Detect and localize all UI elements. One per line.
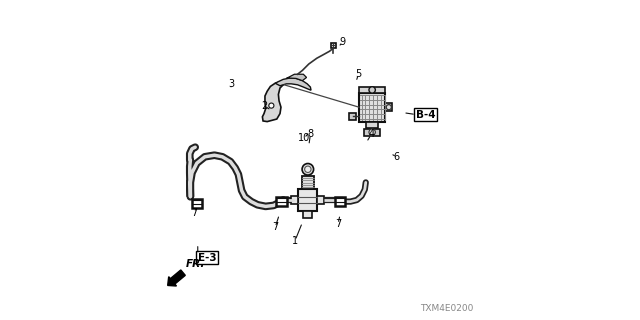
FancyBboxPatch shape [349,113,356,120]
Circle shape [305,166,311,172]
Circle shape [269,103,274,108]
FancyBboxPatch shape [359,93,385,122]
Text: 7: 7 [191,208,198,218]
Text: TXM4E0200: TXM4E0200 [420,304,474,313]
Circle shape [369,87,375,93]
Text: FR.: FR. [186,260,205,269]
FancyBboxPatch shape [291,196,298,204]
FancyBboxPatch shape [365,129,380,136]
FancyBboxPatch shape [298,189,317,211]
FancyBboxPatch shape [303,211,312,218]
Text: 10: 10 [298,133,310,143]
Text: 2: 2 [261,100,267,111]
Circle shape [387,105,392,110]
FancyBboxPatch shape [192,199,202,208]
Polygon shape [275,78,311,90]
Text: 6: 6 [394,152,400,162]
Circle shape [369,129,375,135]
Text: 4: 4 [368,129,374,140]
FancyBboxPatch shape [302,176,314,189]
Polygon shape [262,82,283,122]
Text: 5: 5 [355,69,362,79]
Polygon shape [287,74,307,81]
FancyBboxPatch shape [276,197,287,206]
FancyBboxPatch shape [366,122,378,128]
Circle shape [302,164,314,175]
FancyBboxPatch shape [331,43,337,48]
FancyBboxPatch shape [335,197,345,206]
Text: 8: 8 [307,129,314,140]
FancyBboxPatch shape [385,103,392,111]
Text: B-4: B-4 [416,109,436,120]
Text: 1: 1 [292,236,298,246]
Text: 9: 9 [339,36,346,47]
FancyBboxPatch shape [317,196,324,204]
Text: E-3: E-3 [198,252,216,263]
Text: 7: 7 [335,219,341,229]
Text: 7: 7 [272,222,278,232]
FancyArrow shape [168,270,186,286]
Text: 3: 3 [228,79,234,89]
FancyBboxPatch shape [359,87,385,93]
